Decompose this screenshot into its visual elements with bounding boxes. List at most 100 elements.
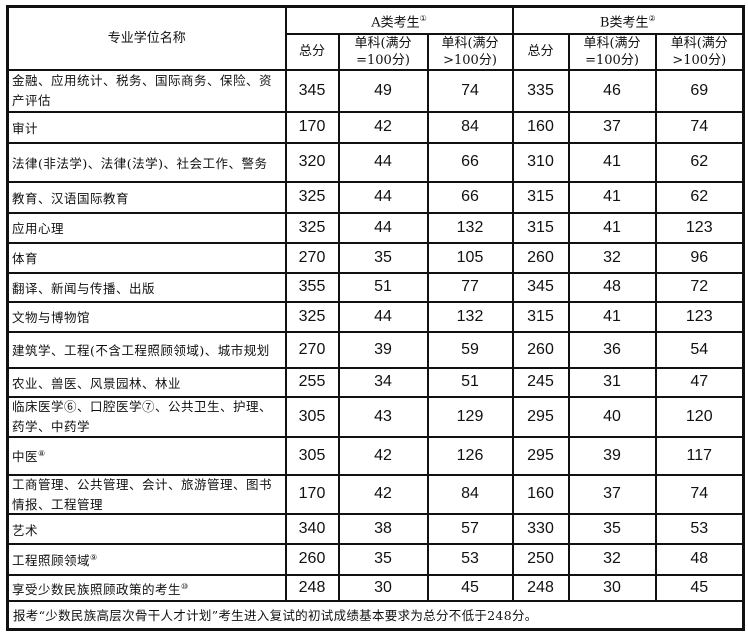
score-a-1: 38 (337, 512, 429, 545)
score-b-0: 248 (511, 573, 570, 602)
score-b-2: 96 (654, 241, 745, 274)
table-row: 建筑学、工程(不含工程照顾领域)、城市规划 270 39 59 260 36 54 (6, 330, 745, 369)
major-name: 享受少数民族照顾政策的考生⑩ (6, 573, 287, 602)
score-b-0: 250 (511, 542, 570, 576)
score-a-1: 49 (337, 68, 429, 113)
footnote-mark: ⑨ (90, 553, 98, 563)
header-b-sub-2: 单科(满分>100分) (654, 32, 745, 71)
table-row: 金融、应用统计、税务、国际商务、保险、资产评估 345 49 74 335 46 69 (6, 68, 745, 113)
score-b-0: 315 (511, 180, 570, 214)
major-name-text: 教育、汉语国际教育 (12, 191, 130, 207)
score-b-0: 330 (511, 512, 570, 545)
major-name: 建筑学、工程(不含工程照顾领域)、城市规划 (6, 330, 287, 369)
score-b-2: 53 (654, 512, 745, 545)
score-b-2: 120 (654, 395, 745, 438)
score-a-0: 260 (284, 542, 340, 576)
major-name: 农业、兽医、风景园林、林业 (6, 366, 287, 398)
score-b-1: 48 (567, 271, 657, 303)
major-name-text: 文物与博物馆 (12, 310, 91, 326)
major-name-text: 艺术 (12, 522, 39, 538)
footer-note: 报考“少数民族高层次骨干人才计划”考生进入复试的初试成绩基本要求为总分不低于24… (6, 599, 745, 631)
score-a-1: 44 (337, 300, 429, 333)
major-name-text: 金融、应用统计、税务、国际商务、保险、资产评估 (12, 72, 273, 109)
major-name: 审计 (6, 110, 287, 144)
header-b-sub-0: 总分 (511, 32, 570, 71)
score-a-1: 35 (337, 542, 429, 576)
score-a-2: 132 (426, 300, 514, 333)
score-b-2: 72 (654, 271, 745, 303)
score-b-2: 62 (654, 141, 745, 183)
score-a-0: 170 (284, 473, 340, 515)
major-name-text: 法律(非法学)、法律(法学)、社会工作、警务 (12, 156, 268, 172)
score-a-0: 170 (284, 110, 340, 144)
header-group-a: A类考生① (284, 5, 514, 35)
score-b-2: 69 (654, 68, 745, 113)
table-row: 文物与博物馆 325 44 132 315 41 123 (6, 300, 745, 333)
table-row: 体育 270 35 105 260 32 96 (6, 241, 745, 274)
header-a-sub-2: 单科(满分>100分) (426, 32, 514, 71)
score-a-1: 44 (337, 180, 429, 214)
score-b-1: 31 (567, 366, 657, 398)
score-a-0: 355 (284, 271, 340, 303)
major-name: 法律(非法学)、法律(法学)、社会工作、警务 (6, 141, 287, 183)
score-b-1: 36 (567, 330, 657, 369)
score-b-0: 260 (511, 330, 570, 369)
score-a-2: 51 (426, 366, 514, 398)
score-b-0: 295 (511, 435, 570, 476)
score-a-0: 270 (284, 330, 340, 369)
score-b-0: 315 (511, 211, 570, 244)
score-b-2: 117 (654, 435, 745, 476)
score-a-0: 340 (284, 512, 340, 545)
major-name: 文物与博物馆 (6, 300, 287, 333)
major-name: 金融、应用统计、税务、国际商务、保险、资产评估 (6, 68, 287, 113)
major-name: 体育 (6, 241, 287, 274)
score-a-1: 35 (337, 241, 429, 274)
score-a-2: 129 (426, 395, 514, 438)
major-name: 应用心理 (6, 211, 287, 244)
major-name: 工程照顾领域⑨ (6, 542, 287, 576)
score-a-1: 34 (337, 366, 429, 398)
score-a-2: 74 (426, 68, 514, 113)
table-row: 教育、汉语国际教育 325 44 66 315 41 62 (6, 180, 745, 214)
score-a-1: 42 (337, 435, 429, 476)
table-row: 享受少数民族照顾政策的考生⑩ 248 30 45 248 30 45 (6, 573, 745, 602)
header-b-sub-1: 单科(满分=100分) (567, 32, 657, 71)
major-name: 翻译、新闻与传播、出版 (6, 271, 287, 303)
major-name-text: 应用心理 (12, 221, 65, 237)
score-b-1: 40 (567, 395, 657, 438)
score-a-0: 305 (284, 395, 340, 438)
score-a-0: 255 (284, 366, 340, 398)
score-b-0: 315 (511, 300, 570, 333)
major-name: 工商管理、公共管理、会计、旅游管理、图书情报、工程管理 (6, 473, 287, 515)
score-b-1: 32 (567, 241, 657, 274)
score-b-1: 41 (567, 180, 657, 214)
score-a-1: 42 (337, 473, 429, 515)
major-name: 教育、汉语国际教育 (6, 180, 287, 214)
score-b-0: 295 (511, 395, 570, 438)
table-row: 临床医学⑥、口腔医学⑦、公共卫生、护理、药学、中药学 305 43 129 295 40 1… (6, 395, 745, 438)
major-name-text: 工商管理、公共管理、会计、旅游管理、图书情报、工程管理 (12, 476, 273, 512)
score-b-1: 32 (567, 542, 657, 576)
score-a-1: 42 (337, 110, 429, 144)
footnote-mark: ⑧ (38, 449, 46, 459)
score-a-2: 45 (426, 573, 514, 602)
score-a-0: 325 (284, 180, 340, 214)
header-group-b: B类考生② (511, 5, 745, 35)
score-a-2: 53 (426, 542, 514, 576)
footnote-mark: ⑩ (181, 581, 189, 591)
score-b-0: 245 (511, 366, 570, 398)
table-row: 农业、兽医、风景园林、林业 255 34 51 245 31 47 (6, 366, 745, 398)
score-a-2: 126 (426, 435, 514, 476)
score-a-1: 44 (337, 141, 429, 183)
score-a-2: 66 (426, 180, 514, 214)
score-b-2: 123 (654, 211, 745, 244)
major-name: 临床医学⑥、口腔医学⑦、公共卫生、护理、药学、中药学 (6, 395, 287, 438)
major-name-text: 农业、兽医、风景园林、林业 (12, 376, 182, 392)
score-b-1: 37 (567, 110, 657, 144)
score-a-1: 51 (337, 271, 429, 303)
major-name-text: 中医 (12, 449, 39, 465)
score-a-2: 105 (426, 241, 514, 274)
score-a-2: 77 (426, 271, 514, 303)
table-row: 审计 170 42 84 160 37 74 (6, 110, 745, 144)
score-b-2: 48 (654, 542, 745, 576)
